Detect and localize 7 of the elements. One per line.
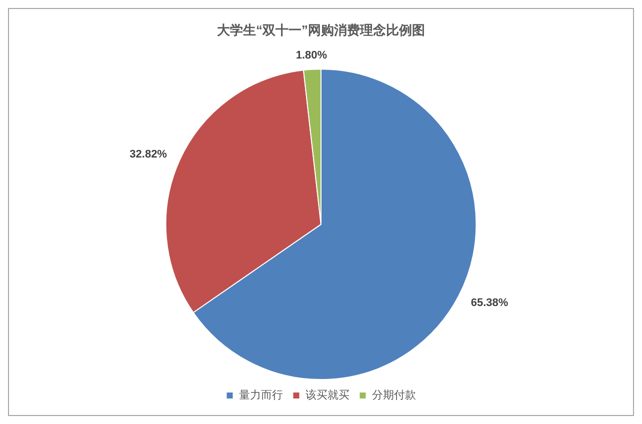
legend-label: 量力而行 [238,388,283,402]
legend-label: 分期付款 [372,390,416,402]
chart-title: 大学生“双十一”网购消费理念比例图 [217,22,425,38]
data-label: 1.80% [296,49,328,62]
legend-label: 该买就买 [305,388,350,402]
data-label: 65.38% [470,296,508,309]
data-label: 32.82% [130,148,168,160]
